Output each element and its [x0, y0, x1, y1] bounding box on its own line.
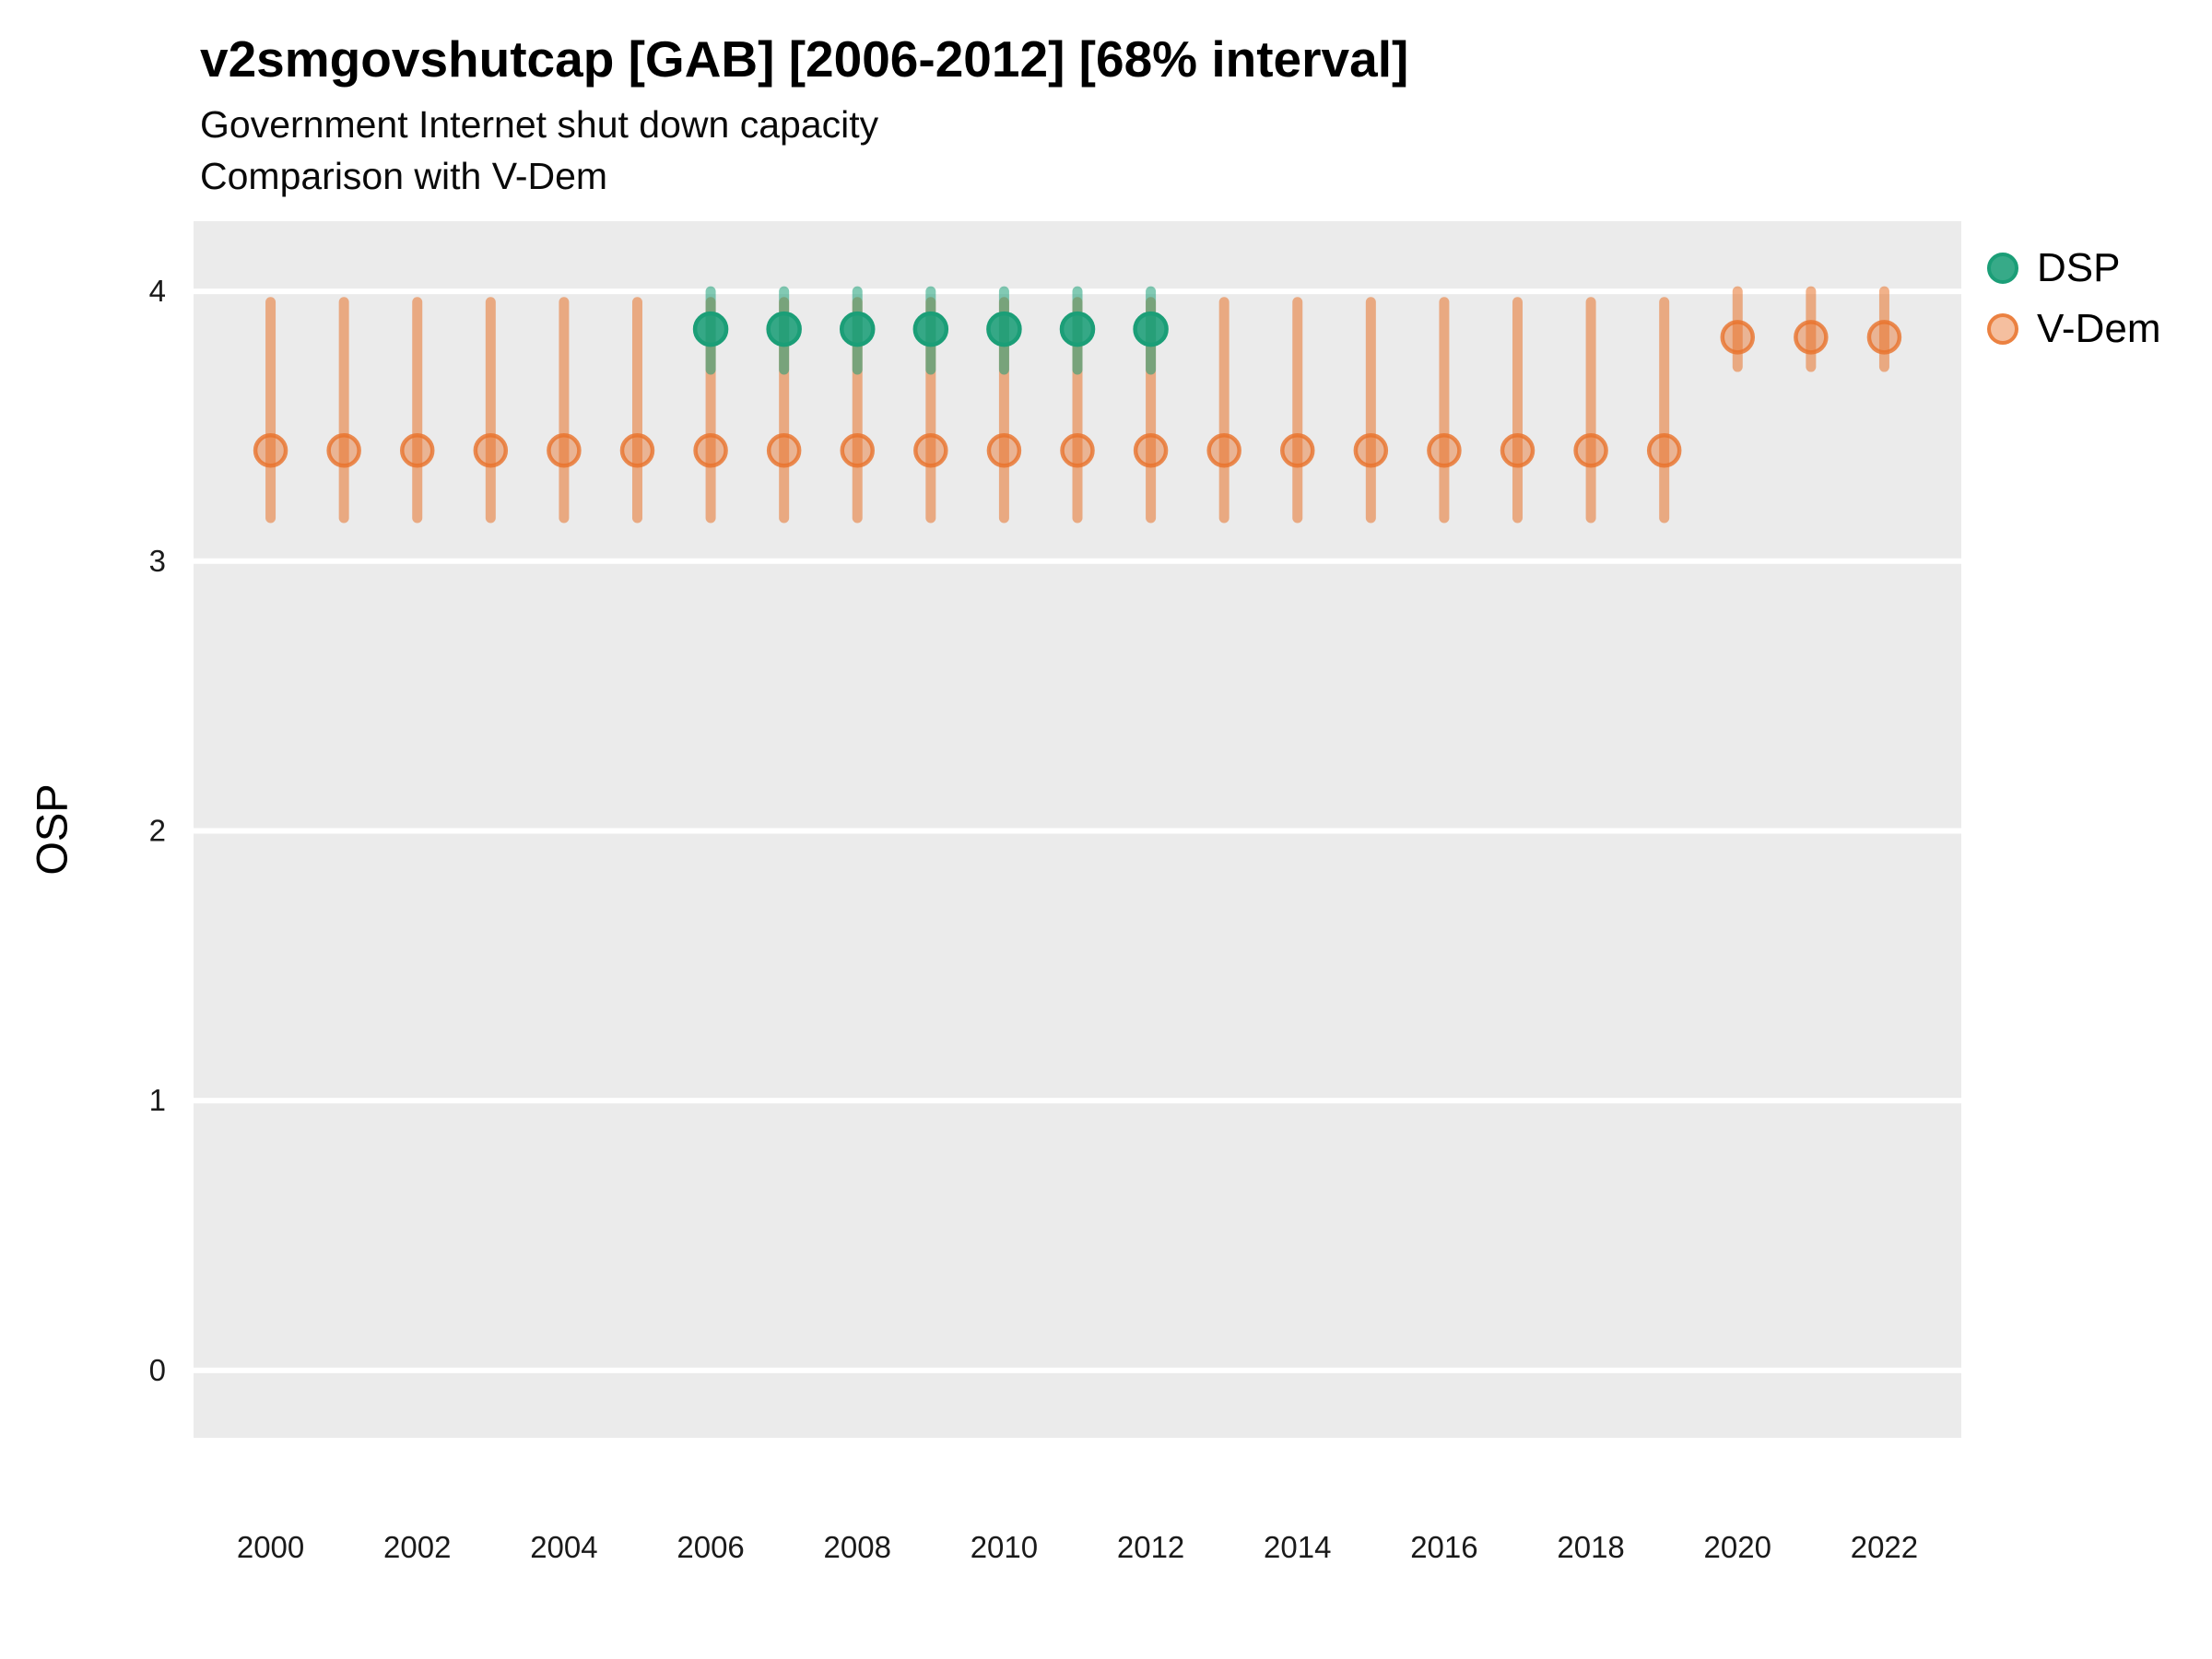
- point-v-dem-2004: [547, 433, 582, 468]
- legend-label-v-dem: V-Dem: [2037, 306, 2161, 351]
- point-v-dem-2015: [1353, 433, 1389, 468]
- legend: DSP V-Dem: [1987, 245, 2160, 352]
- point-dsp-2006: [692, 311, 729, 347]
- y-tick-label-3: 3: [149, 544, 166, 578]
- x-tick-label-2000: 2000: [237, 1530, 304, 1564]
- point-v-dem-2022: [1866, 320, 1902, 355]
- x-tick-label-2016: 2016: [1410, 1530, 1477, 1564]
- point-v-dem-2010: [986, 433, 1022, 468]
- point-v-dem-2020: [1720, 320, 1756, 355]
- x-tick-label-2018: 2018: [1557, 1530, 1624, 1564]
- legend-item-dsp: DSP: [1987, 245, 2160, 291]
- legend-item-v-dem: V-Dem: [1987, 306, 2160, 352]
- x-tick-label-2012: 2012: [1117, 1530, 1184, 1564]
- point-dsp-2010: [986, 311, 1022, 347]
- point-v-dem-2007: [766, 433, 802, 468]
- x-tick-label-2014: 2014: [1264, 1530, 1331, 1564]
- point-v-dem-2013: [1206, 433, 1241, 468]
- point-v-dem-2011: [1060, 433, 1095, 468]
- point-v-dem-2009: [913, 433, 948, 468]
- x-tick-label-2008: 2008: [824, 1530, 891, 1564]
- point-v-dem-2017: [1500, 433, 1535, 468]
- point-dsp-2008: [839, 311, 876, 347]
- x-tick-label-2010: 2010: [971, 1530, 1038, 1564]
- y-tick-label-0: 0: [149, 1353, 166, 1387]
- x-tick-label-2022: 2022: [1851, 1530, 1918, 1564]
- x-tick-label-2002: 2002: [383, 1530, 451, 1564]
- point-v-dem-2019: [1646, 433, 1682, 468]
- legend-dot-v-dem-icon: [1987, 313, 2018, 345]
- point-v-dem-2008: [840, 433, 875, 468]
- chart-subtitle-comparison: Comparison with V-Dem: [200, 155, 608, 197]
- point-v-dem-2001: [326, 433, 361, 468]
- point-v-dem-2021: [1794, 320, 1829, 355]
- chart-subtitle: Government Internet shut down capacity: [200, 103, 879, 146]
- point-v-dem-2018: [1573, 433, 1608, 468]
- x-tick-label-2020: 2020: [1704, 1530, 1771, 1564]
- point-v-dem-2002: [399, 433, 435, 468]
- y-tick-label-4: 4: [149, 274, 166, 308]
- point-v-dem-2016: [1427, 433, 1462, 468]
- legend-label-dsp: DSP: [2037, 245, 2121, 290]
- point-v-dem-2003: [473, 433, 509, 468]
- point-v-dem-2012: [1133, 433, 1169, 468]
- y-tick-label-2: 2: [149, 813, 166, 847]
- point-dsp-2011: [1059, 311, 1096, 347]
- y-tick-label-1: 1: [149, 1083, 166, 1117]
- chart-title: v2smgovshutcap [GAB] [2006-2012] [68% in…: [200, 30, 1409, 88]
- point-v-dem-2014: [1280, 433, 1315, 468]
- x-tick-label-2006: 2006: [677, 1530, 744, 1564]
- legend-dot-dsp-icon: [1987, 253, 2018, 284]
- point-dsp-2007: [766, 311, 802, 347]
- x-tick-label-2004: 2004: [530, 1530, 597, 1564]
- point-v-dem-2006: [693, 433, 728, 468]
- point-dsp-2012: [1133, 311, 1169, 347]
- point-v-dem-2005: [619, 433, 655, 468]
- point-dsp-2009: [912, 311, 949, 347]
- point-v-dem-2000: [253, 433, 288, 468]
